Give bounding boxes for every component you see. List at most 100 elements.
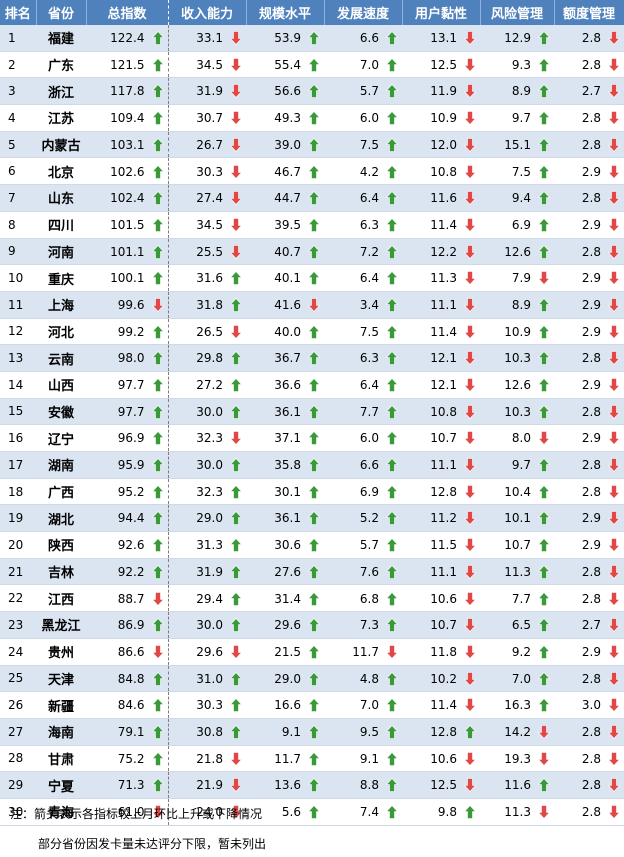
arrow-up-icon xyxy=(151,431,164,446)
arrow-down-icon xyxy=(464,31,476,46)
metric-cell: 86.9 xyxy=(86,611,169,639)
arrow-down-icon xyxy=(464,538,476,553)
metric-value: 8.0 xyxy=(511,431,531,446)
arrow-down-icon xyxy=(464,778,476,793)
province-cell: 江苏 xyxy=(36,104,86,132)
metric-cell: 21.5 xyxy=(246,638,324,666)
arrow-down-icon xyxy=(608,565,620,579)
metric-cell: 36.6 xyxy=(246,371,324,399)
rank-cell: 26 xyxy=(0,691,36,719)
metric-cell: 7.0 xyxy=(324,51,402,79)
metric-cell: 84.8 xyxy=(86,665,169,693)
province-cell: 重庆 xyxy=(36,264,86,292)
metric-value: 9.7 xyxy=(511,111,531,126)
metric-value: 26.7 xyxy=(196,137,223,152)
metric-value: 2.8 xyxy=(581,244,601,259)
metric-cell: 7.6 xyxy=(324,558,402,586)
metric-value: 101.5 xyxy=(110,217,145,232)
metric-value: 10.3 xyxy=(504,351,531,366)
metric-value: 33.1 xyxy=(196,31,223,46)
metric-cell: 8.0 xyxy=(480,424,554,452)
arrow-down-icon xyxy=(608,111,620,126)
metric-cell: 21.8 xyxy=(168,745,246,773)
metric-value: 31.9 xyxy=(196,84,223,99)
metric-cell: 2.8 xyxy=(554,184,624,212)
metric-value: 11.3 xyxy=(504,805,531,820)
arrow-up-icon xyxy=(151,137,164,152)
metric-cell: 30.0 xyxy=(168,451,246,479)
metric-value: 2.8 xyxy=(581,484,601,499)
metric-cell: 98.0 xyxy=(86,344,169,372)
arrow-down-icon xyxy=(230,805,242,819)
metric-value: 102.4 xyxy=(110,191,145,206)
arrow-down-icon xyxy=(464,618,476,633)
arrow-up-icon xyxy=(230,484,242,499)
metric-cell: 31.3 xyxy=(168,531,246,559)
metric-value: 2.9 xyxy=(581,378,601,393)
metric-cell: 30.1 xyxy=(246,478,324,506)
province-cell: 湖南 xyxy=(36,451,86,479)
province-cell: 河南 xyxy=(36,238,86,266)
metric-cell: 16.6 xyxy=(246,691,324,719)
footnote-arrow-explanation: 注：箭头表示各指标较上月环比上升或下降情况 xyxy=(10,807,263,821)
metric-cell: 61.0 xyxy=(86,798,169,826)
metric-cell: 7.5 xyxy=(480,157,554,186)
arrow-up-icon xyxy=(308,324,320,339)
metric-value: 92.6 xyxy=(117,538,145,553)
metric-cell: 10.7 xyxy=(402,611,480,639)
metric-value: 13.6 xyxy=(274,778,301,793)
metric-cell: 11.3 xyxy=(480,798,554,826)
arrow-down-icon xyxy=(608,725,620,739)
arrow-up-icon xyxy=(308,351,320,366)
metric-value: 5.7 xyxy=(359,538,379,553)
metric-cell: 6.5 xyxy=(480,611,554,639)
metric-cell: 14.2 xyxy=(480,718,554,746)
metric-cell: 31.9 xyxy=(168,558,246,586)
metric-value: 10.7 xyxy=(430,618,457,633)
arrow-up-icon xyxy=(308,591,320,606)
arrow-down-icon xyxy=(464,484,476,499)
arrow-up-icon xyxy=(386,57,398,72)
metric-value: 32.3 xyxy=(196,431,223,446)
arrow-up-icon xyxy=(464,805,476,819)
metric-value: 30.1 xyxy=(274,484,301,499)
arrow-up-icon xyxy=(308,805,320,819)
metric-value: 9.4 xyxy=(511,191,531,206)
metric-value: 13.1 xyxy=(430,31,457,46)
metric-value: 16.3 xyxy=(504,698,531,713)
metric-cell: 31.6 xyxy=(168,264,246,292)
metric-value: 117.8 xyxy=(110,84,145,99)
arrow-down-icon xyxy=(151,591,164,606)
arrow-up-icon xyxy=(538,84,550,99)
rank-cell: 19 xyxy=(0,504,36,533)
metric-cell: 6.4 xyxy=(324,184,402,212)
table-row: 19 湖北 94.4 29.0 36.1 5.2 11.2 10.1 2.9 xyxy=(0,504,624,533)
metric-value: 2.7 xyxy=(581,618,601,633)
arrow-up-icon xyxy=(151,244,164,259)
arrow-up-icon xyxy=(464,725,476,739)
metric-cell: 11.1 xyxy=(402,291,480,319)
metric-value: 12.9 xyxy=(504,31,531,46)
metric-cell: 10.3 xyxy=(480,344,554,372)
metric-cell: 31.8 xyxy=(168,291,246,319)
metric-cell: 7.7 xyxy=(324,398,402,426)
arrow-up-icon xyxy=(308,271,320,286)
metric-cell: 71.3 xyxy=(86,771,169,799)
metric-value: 7.3 xyxy=(359,618,379,633)
arrow-up-icon xyxy=(386,458,398,472)
province-cell: 海南 xyxy=(36,718,86,746)
arrow-up-icon xyxy=(308,538,320,552)
metric-value: 11.7 xyxy=(274,751,301,766)
metric-value: 29.0 xyxy=(196,511,223,526)
metric-value: 75.2 xyxy=(117,751,145,766)
metric-cell: 79.1 xyxy=(86,718,169,746)
arrow-up-icon xyxy=(230,591,242,606)
arrow-up-icon xyxy=(151,538,164,552)
metric-cell: 11.4 xyxy=(402,211,480,239)
arrow-up-icon xyxy=(386,271,398,286)
metric-value: 35.8 xyxy=(274,458,301,473)
arrow-up-icon xyxy=(151,351,164,366)
province-index-table: 排名 省份 总指数 收入能力 规模水平 发展速度 用户黏性 风险管理 额度管理 … xyxy=(0,0,624,826)
metric-value: 7.0 xyxy=(359,698,379,713)
metric-cell: 97.7 xyxy=(86,398,169,426)
